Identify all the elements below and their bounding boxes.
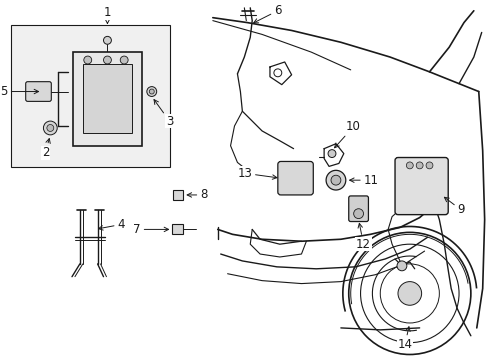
FancyBboxPatch shape: [394, 158, 447, 215]
Circle shape: [330, 175, 340, 185]
FancyBboxPatch shape: [26, 82, 51, 102]
Text: 8: 8: [187, 188, 207, 202]
Circle shape: [325, 170, 345, 190]
FancyBboxPatch shape: [348, 196, 367, 221]
Text: 2: 2: [41, 139, 50, 159]
Circle shape: [396, 261, 406, 271]
Circle shape: [103, 56, 111, 64]
Circle shape: [425, 162, 432, 169]
Circle shape: [353, 209, 363, 219]
Circle shape: [43, 121, 57, 135]
Bar: [73, 52, 142, 146]
Circle shape: [397, 282, 421, 305]
Circle shape: [149, 89, 154, 94]
Text: 12: 12: [355, 223, 370, 251]
Text: 13: 13: [237, 167, 276, 180]
Text: 1: 1: [103, 6, 111, 23]
Text: 5: 5: [0, 85, 39, 98]
Text: 6: 6: [253, 4, 281, 23]
Bar: [173, 190, 183, 200]
Circle shape: [146, 87, 156, 96]
Bar: [172, 224, 183, 234]
Text: 14: 14: [397, 327, 411, 351]
FancyBboxPatch shape: [277, 161, 313, 195]
Circle shape: [415, 162, 422, 169]
Circle shape: [327, 150, 335, 158]
Circle shape: [47, 125, 54, 131]
Text: 7: 7: [133, 223, 168, 236]
Circle shape: [103, 36, 111, 44]
Bar: [11, 24, 170, 167]
Circle shape: [406, 162, 412, 169]
Circle shape: [83, 56, 91, 64]
Text: 9: 9: [444, 197, 464, 216]
Text: 11: 11: [349, 174, 378, 187]
Text: 10: 10: [334, 121, 360, 148]
Text: 4: 4: [98, 218, 124, 231]
Circle shape: [120, 56, 128, 64]
Text: 3: 3: [154, 100, 173, 127]
Bar: [82, 64, 132, 133]
